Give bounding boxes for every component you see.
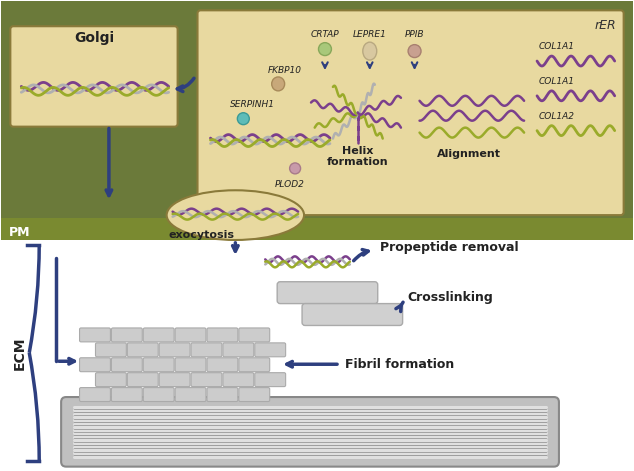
Text: Propeptide removal: Propeptide removal <box>380 242 519 254</box>
Text: Helix
formation: Helix formation <box>327 146 389 167</box>
Text: Crosslinking: Crosslinking <box>408 291 493 304</box>
FancyBboxPatch shape <box>175 358 206 372</box>
Text: PM: PM <box>10 226 31 238</box>
Text: COL1A1: COL1A1 <box>539 42 575 51</box>
Polygon shape <box>1 218 633 240</box>
FancyBboxPatch shape <box>143 358 174 372</box>
FancyBboxPatch shape <box>255 343 286 357</box>
FancyBboxPatch shape <box>255 373 286 387</box>
Ellipse shape <box>290 163 301 174</box>
FancyBboxPatch shape <box>143 388 174 401</box>
Ellipse shape <box>167 190 304 240</box>
FancyBboxPatch shape <box>159 373 190 387</box>
FancyBboxPatch shape <box>277 282 378 304</box>
Text: COL1A2: COL1A2 <box>539 112 575 121</box>
FancyBboxPatch shape <box>239 388 269 401</box>
FancyBboxPatch shape <box>175 388 206 401</box>
Text: PPIB: PPIB <box>405 30 424 39</box>
FancyBboxPatch shape <box>127 343 158 357</box>
FancyBboxPatch shape <box>112 358 142 372</box>
Text: Alignment: Alignment <box>437 148 501 159</box>
Text: PLOD2: PLOD2 <box>275 180 305 189</box>
Ellipse shape <box>318 43 332 56</box>
FancyBboxPatch shape <box>302 304 403 325</box>
FancyBboxPatch shape <box>127 373 158 387</box>
Text: rER: rER <box>595 19 617 32</box>
FancyBboxPatch shape <box>207 328 238 342</box>
FancyBboxPatch shape <box>112 388 142 401</box>
Ellipse shape <box>272 77 285 91</box>
Ellipse shape <box>408 45 421 57</box>
FancyBboxPatch shape <box>96 373 126 387</box>
Text: SERPINH1: SERPINH1 <box>230 100 275 109</box>
Text: ECM: ECM <box>12 336 26 370</box>
FancyBboxPatch shape <box>79 388 110 401</box>
FancyBboxPatch shape <box>223 373 254 387</box>
FancyBboxPatch shape <box>191 343 222 357</box>
FancyBboxPatch shape <box>143 328 174 342</box>
Polygon shape <box>1 240 633 470</box>
FancyBboxPatch shape <box>10 26 178 127</box>
FancyBboxPatch shape <box>191 373 222 387</box>
Ellipse shape <box>363 42 377 60</box>
FancyBboxPatch shape <box>239 328 269 342</box>
Text: Fibril formation: Fibril formation <box>345 358 454 371</box>
FancyBboxPatch shape <box>223 343 254 357</box>
FancyBboxPatch shape <box>207 388 238 401</box>
FancyBboxPatch shape <box>79 358 110 372</box>
Text: CRTAP: CRTAP <box>311 30 339 39</box>
FancyBboxPatch shape <box>239 358 269 372</box>
FancyBboxPatch shape <box>175 328 206 342</box>
Text: exocytosis: exocytosis <box>169 230 235 240</box>
Polygon shape <box>1 1 633 240</box>
FancyBboxPatch shape <box>207 358 238 372</box>
Text: LEPRE1: LEPRE1 <box>353 30 387 39</box>
FancyBboxPatch shape <box>112 328 142 342</box>
Text: FKBP10: FKBP10 <box>268 66 302 75</box>
FancyBboxPatch shape <box>159 343 190 357</box>
FancyBboxPatch shape <box>198 10 624 215</box>
Ellipse shape <box>237 113 249 125</box>
FancyBboxPatch shape <box>96 343 126 357</box>
FancyBboxPatch shape <box>61 397 559 467</box>
Text: COL1A1: COL1A1 <box>539 77 575 86</box>
FancyBboxPatch shape <box>79 328 110 342</box>
Text: Golgi: Golgi <box>74 31 114 45</box>
